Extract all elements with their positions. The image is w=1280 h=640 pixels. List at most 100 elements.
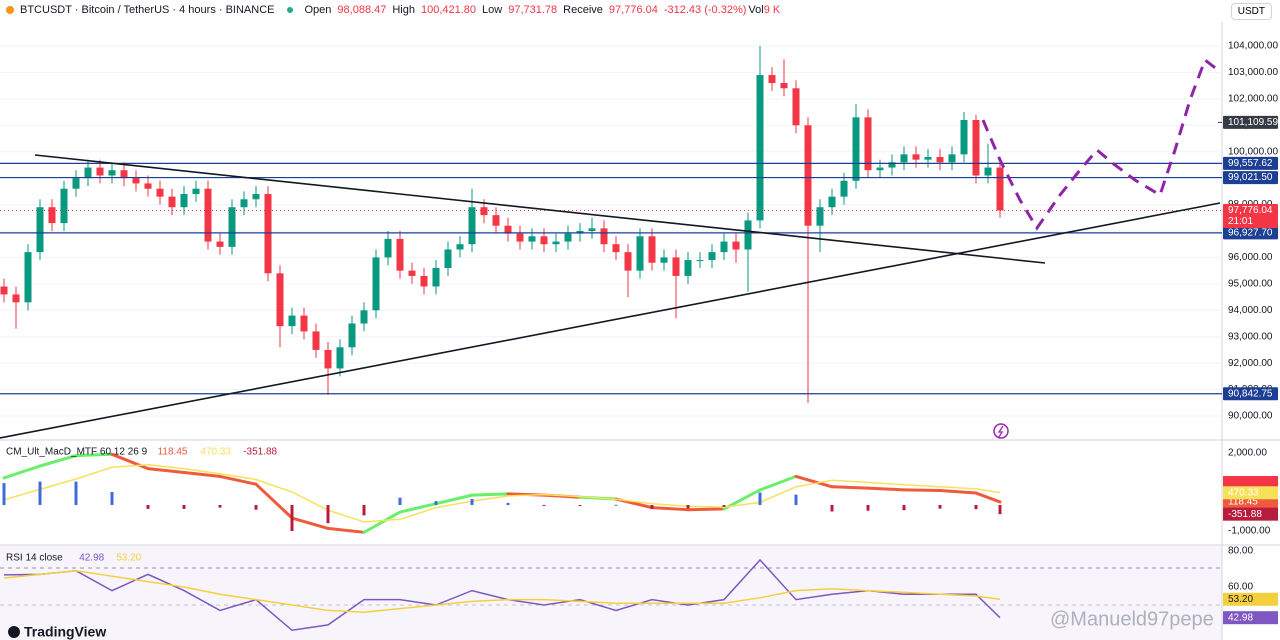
candle-body	[612, 244, 620, 253]
last-price-label: 97,776.04	[1228, 205, 1273, 216]
histogram-bar	[614, 504, 618, 506]
legend-value: -351.88	[243, 447, 277, 458]
macd-segment	[758, 474, 798, 492]
histogram-bar	[326, 505, 330, 524]
candle-body	[48, 207, 56, 224]
histogram-bar	[998, 505, 1002, 515]
macd-segment	[434, 493, 474, 506]
macd-segment	[290, 516, 330, 530]
macd-segment	[146, 467, 186, 475]
y-tick-label: 95,000.00	[1228, 278, 1273, 289]
candle-body	[588, 228, 596, 231]
level-label: 90,842.75	[1228, 388, 1273, 399]
candle-body	[984, 167, 992, 176]
candle-body	[300, 315, 308, 332]
candle-body	[36, 207, 44, 253]
y-tick-label: 90,000.00	[1228, 411, 1273, 422]
candle-body	[192, 188, 200, 194]
last-value-label: -351.88	[1228, 509, 1262, 520]
macd-segment	[866, 486, 906, 492]
alert-icon	[993, 423, 1009, 439]
candle-body	[96, 167, 104, 176]
candle-body	[804, 125, 812, 226]
level-label-box	[1223, 226, 1278, 240]
legend-value: 53.20	[116, 553, 141, 564]
candle-body	[732, 241, 740, 250]
candle-body	[348, 323, 356, 348]
candle-body	[840, 180, 848, 197]
candle-body	[276, 273, 284, 327]
histogram-bar	[758, 492, 762, 506]
candle-body	[384, 238, 392, 258]
macd-segment	[2, 464, 42, 480]
last-value-box	[1223, 611, 1278, 625]
macd-segment	[902, 488, 942, 492]
last-value-box	[1223, 592, 1278, 606]
last-value-label: 470.33	[1228, 487, 1259, 498]
candle-body	[780, 82, 788, 89]
macd-segment	[686, 507, 726, 512]
candle-body	[372, 257, 380, 311]
candle-body	[744, 220, 752, 250]
y-tick-label: 2,000.00	[1228, 448, 1267, 459]
candle-body	[360, 310, 368, 324]
histogram-bar	[470, 499, 474, 506]
ohlc-value: 98,088.47	[337, 4, 387, 16]
histogram-bar	[722, 505, 726, 507]
legend-value: 42.98	[79, 553, 104, 564]
histogram-bar	[38, 481, 42, 506]
candle-body	[708, 252, 716, 261]
last-value-label: 42.98	[1228, 612, 1253, 623]
legend-value: 470.33	[200, 447, 231, 458]
candle-body	[204, 188, 212, 242]
watermark: @Manueld97pepe	[1050, 608, 1214, 630]
candle-body	[696, 260, 704, 262]
candle-body	[756, 75, 764, 221]
candle-body	[252, 193, 260, 200]
y-tick-label: 93,000.00	[1228, 331, 1273, 342]
candle-body	[792, 88, 800, 126]
candle-body	[156, 188, 164, 197]
series-line	[3, 570, 1001, 613]
macd-segment	[362, 510, 402, 534]
candle-body	[996, 167, 1004, 211]
currency-button[interactable]: USDT	[1230, 3, 1272, 20]
volume: 9 K	[763, 4, 781, 16]
candle-body	[672, 257, 680, 276]
macd-segment	[398, 502, 438, 514]
candle-body	[468, 207, 476, 245]
ohlc-label: High	[392, 4, 415, 16]
histogram-bar	[110, 492, 114, 506]
y-tick-label: 92,000.00	[1228, 358, 1273, 369]
macd-segment	[326, 526, 366, 534]
candle-body	[516, 233, 524, 242]
level-label: 99,557.62	[1228, 158, 1273, 169]
candle-body	[336, 347, 344, 369]
histogram-bar	[434, 501, 438, 506]
macd-segment	[74, 452, 114, 458]
candle-body	[564, 233, 572, 242]
candle-body	[948, 154, 956, 163]
level-label-box	[1223, 171, 1278, 185]
ohlc-value: 97,776.04	[608, 4, 658, 16]
candle-body	[84, 167, 92, 179]
symbol: BTCUSDT · Bitcoin / TetherUS · 4 hours ·…	[20, 4, 275, 16]
histogram-bar	[794, 494, 798, 506]
y-tick-label: 96,000.00	[1228, 252, 1273, 263]
last-value-label: 53.20	[1228, 594, 1253, 605]
ohlc-label: Low	[482, 4, 503, 16]
histogram-bar	[146, 505, 150, 509]
last-value-box	[1223, 507, 1278, 521]
y-tick-label: 80.00	[1228, 546, 1253, 557]
candle-body	[600, 228, 608, 245]
candle-body	[660, 257, 668, 263]
macd-segment	[470, 492, 510, 497]
macd-segment	[182, 471, 222, 478]
histogram-bar	[362, 505, 366, 516]
candle-body	[24, 252, 32, 303]
candle-body	[324, 349, 332, 369]
ohlc-label: Open	[304, 4, 332, 16]
candle-body	[408, 270, 416, 276]
candle-body	[624, 252, 632, 271]
